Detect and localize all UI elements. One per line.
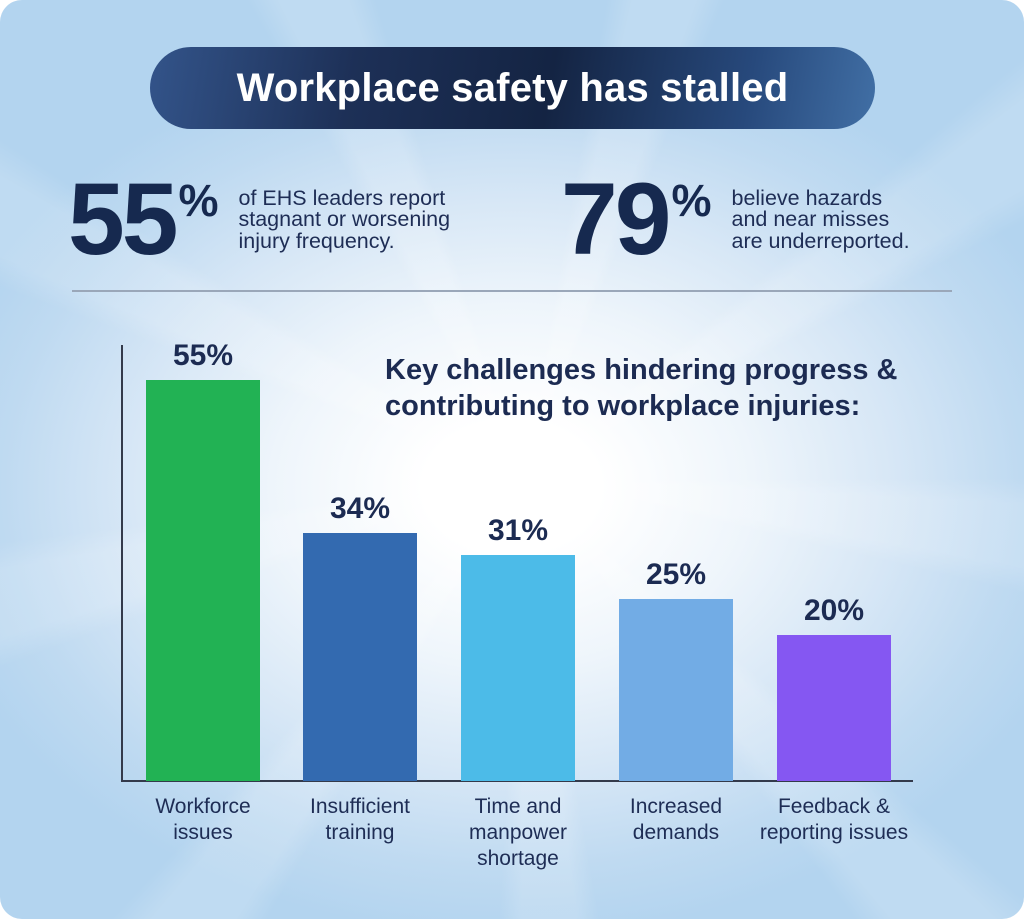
- bar-value-label: 25%: [645, 558, 707, 591]
- page-title: Workplace safety has stalled: [236, 65, 789, 110]
- category-label-workforce-issues: Workforce issues: [155, 795, 251, 845]
- percent-sign: %: [178, 175, 219, 226]
- divider-line: [72, 290, 952, 292]
- stat-desc-line: stagnant or worsening: [238, 207, 451, 232]
- stat-desc-line: are underreported.: [731, 228, 910, 253]
- stat-underreported-hazards: 79 % believe hazards and near misses are…: [561, 162, 910, 276]
- category-label-increased-demands: Increased demands: [629, 795, 723, 845]
- stat-desc-line: injury frequency.: [238, 228, 395, 253]
- category-label-insufficient-training: Insufficient training: [309, 795, 410, 845]
- category-label-feedback-reporting-issues: Feedback & reporting issues: [759, 795, 909, 845]
- stat-desc-line: of EHS leaders report: [238, 185, 446, 210]
- stat-value: 55: [68, 162, 178, 276]
- bar-value-label: 20%: [803, 594, 865, 627]
- bar-time-and-manpower-shortage: 31%: [461, 514, 575, 781]
- stat-number: 55 %: [68, 162, 219, 276]
- stat-description: believe hazards and near misses are unde…: [731, 185, 910, 253]
- title-banner: Workplace safety has stalled: [150, 47, 875, 129]
- bar-value-label: 55%: [172, 339, 234, 372]
- bar-increased-demands: 25%: [619, 558, 733, 781]
- stat-desc-line: believe hazards: [731, 185, 883, 210]
- bar-value-label: 31%: [487, 514, 549, 547]
- x-axis: [121, 780, 913, 782]
- chart-title: Key challenges hindering progress & cont…: [385, 354, 898, 423]
- y-axis: [121, 345, 123, 782]
- bar-workforce-issues: 55%: [146, 339, 260, 781]
- stat-injury-frequency: 55 % of EHS leaders report stagnant or w…: [68, 162, 451, 276]
- bar-insufficient-training: 34%: [303, 492, 417, 781]
- stat-desc-line: and near misses: [731, 207, 890, 232]
- stat-number: 79 %: [561, 162, 712, 276]
- bar-value-label: 34%: [329, 492, 391, 525]
- stat-description: of EHS leaders report stagnant or worsen…: [238, 185, 451, 253]
- stat-value: 79: [561, 162, 671, 276]
- category-label-time-and-manpower-shortage: Time and manpower shortage: [468, 795, 568, 871]
- bar-feedback-reporting-issues: 20%: [777, 594, 891, 781]
- percent-sign: %: [671, 175, 712, 226]
